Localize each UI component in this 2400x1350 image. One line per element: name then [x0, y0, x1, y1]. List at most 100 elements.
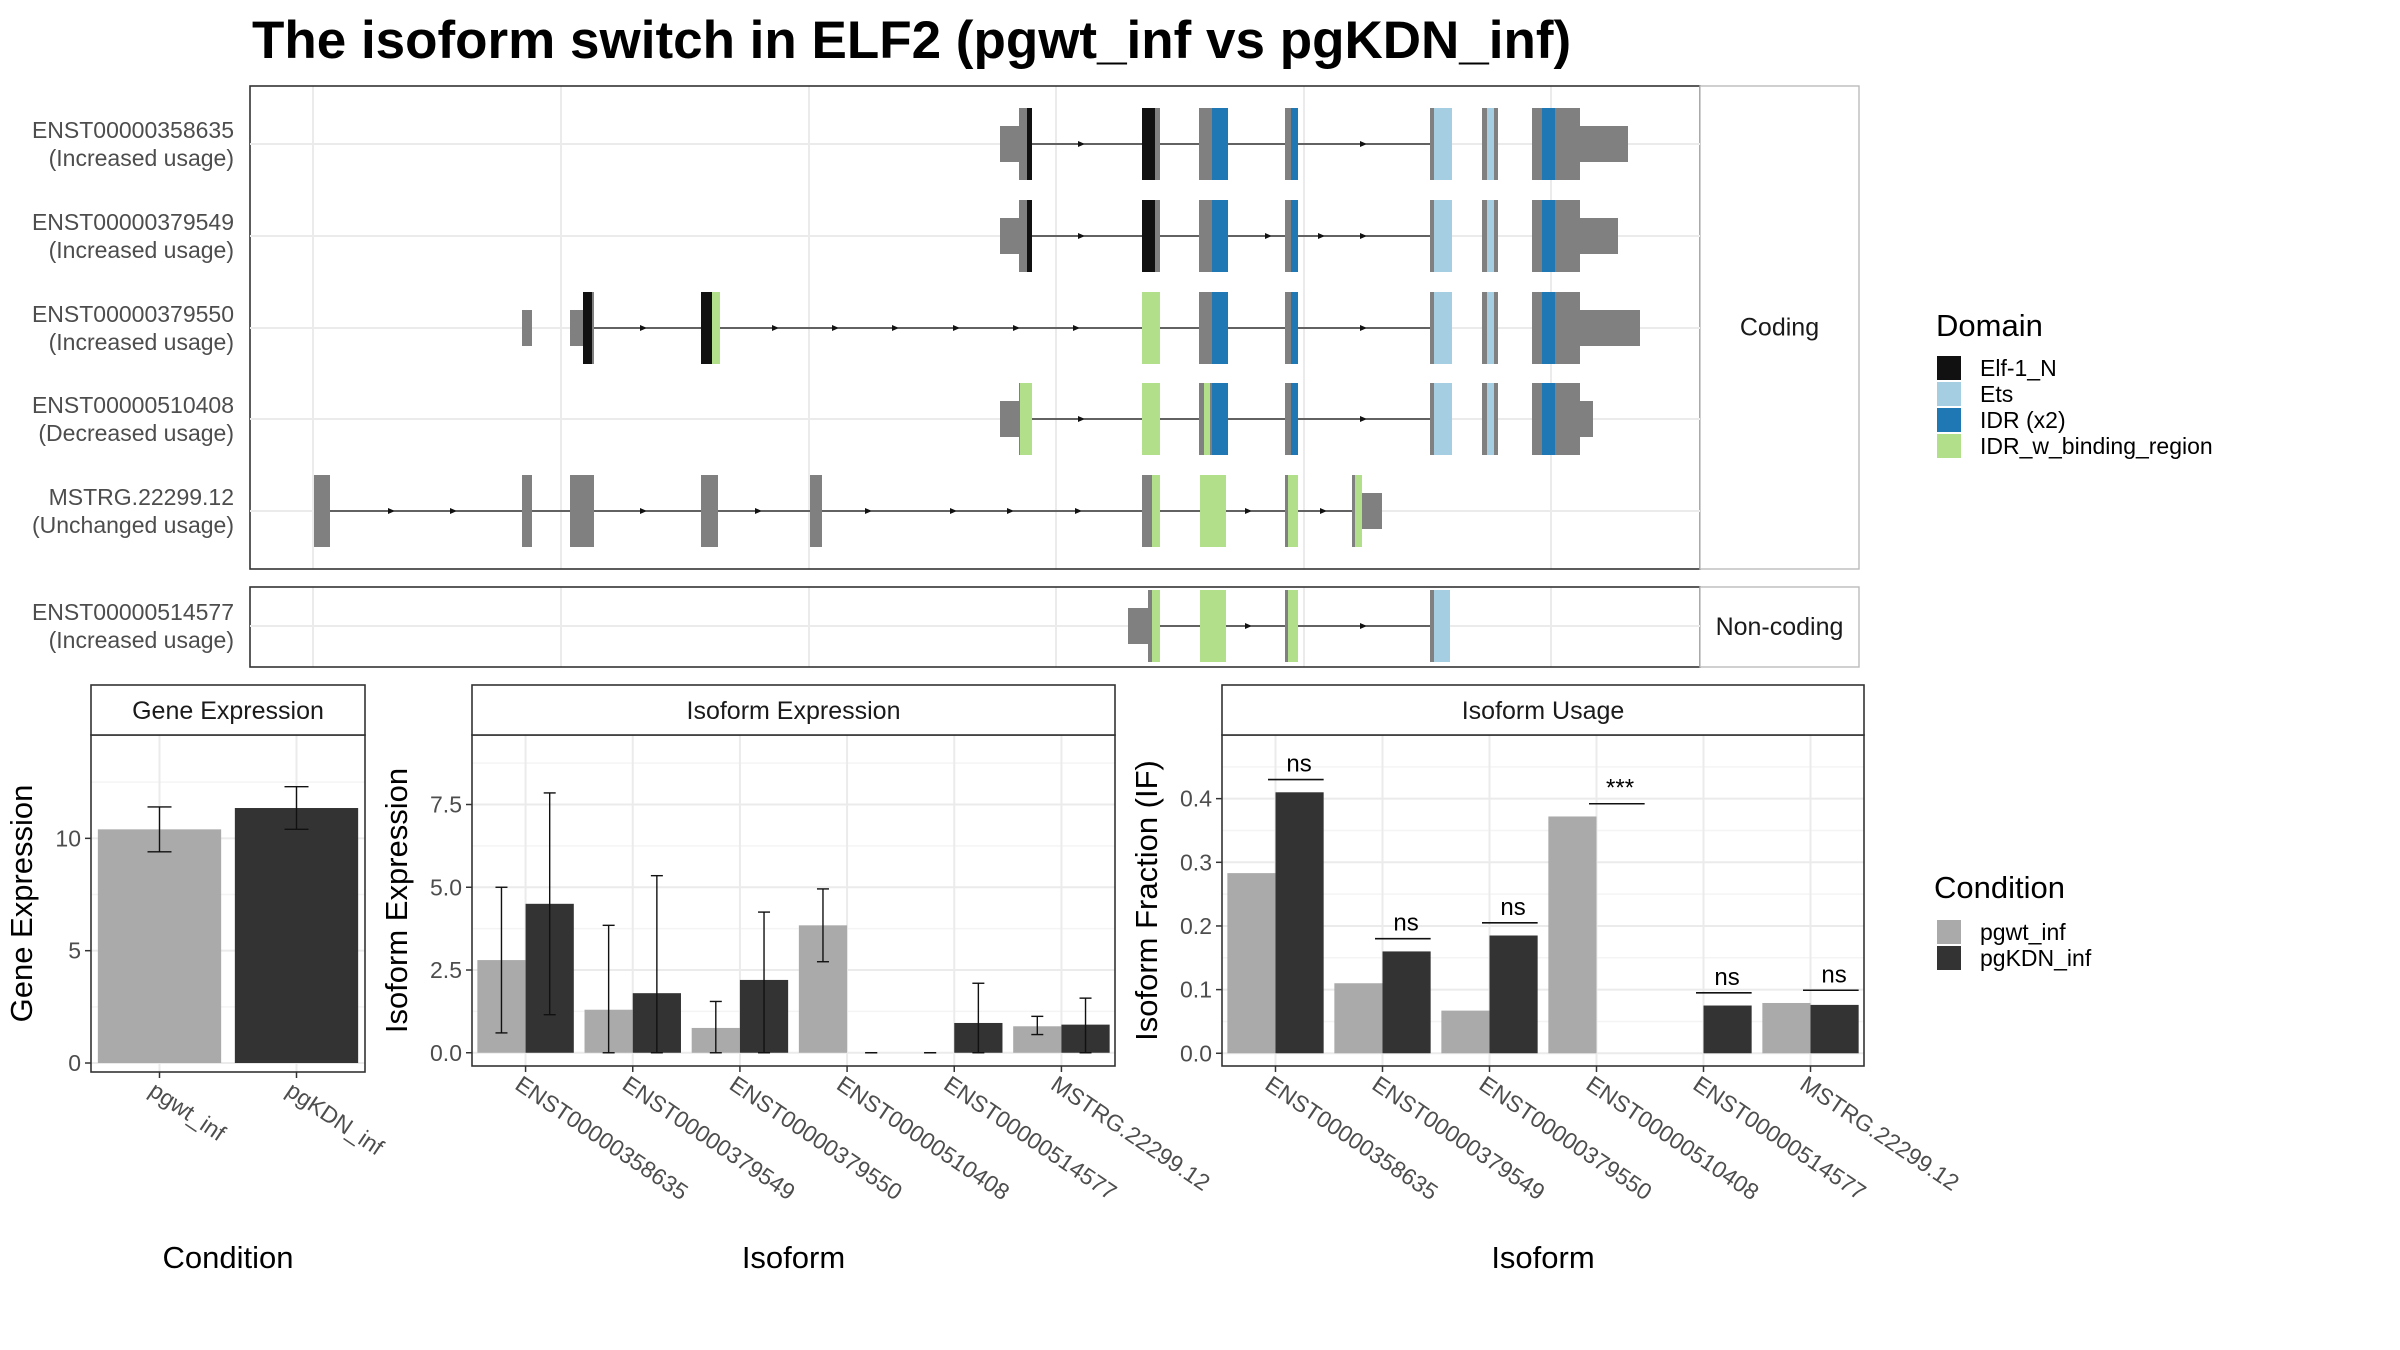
coding-exon — [522, 475, 532, 547]
domain-legend-key — [1937, 434, 1961, 458]
domain-segment — [1152, 590, 1160, 662]
coding-exon — [314, 475, 330, 547]
domain-segment — [1434, 590, 1450, 662]
intron-direction-arrow — [388, 508, 395, 514]
transcript-usage-label: (Increased usage) — [49, 329, 234, 355]
bar-mark — [1275, 792, 1324, 1054]
transcript-track: ENST00000514577(Increased usage) — [32, 590, 1700, 662]
x-tick-label: ENST00000379550 — [725, 1071, 907, 1206]
domain-segment — [1291, 200, 1298, 272]
y-tick-label: 10 — [55, 825, 81, 851]
domain-segment — [1434, 292, 1452, 364]
significance-label: ns — [1500, 894, 1525, 921]
transcript-usage-label: (Increased usage) — [49, 627, 234, 653]
transcript-usage-label: (Unchanged usage) — [32, 512, 234, 538]
bar-mark — [1227, 873, 1276, 1054]
utr-exon — [1575, 401, 1593, 437]
domain-segment — [1487, 200, 1494, 272]
x-tick-label: ENST00000514577 — [939, 1071, 1121, 1206]
bar-mark — [1441, 1010, 1490, 1054]
y-axis-title: Isoform Expression — [379, 768, 414, 1033]
utr-exon — [1575, 310, 1640, 346]
domain-segment — [712, 292, 720, 364]
domain-segment — [701, 292, 713, 364]
intron-direction-arrow — [1360, 416, 1367, 422]
utr-exon — [522, 310, 532, 346]
domain-segment — [1212, 108, 1228, 180]
chart-strip — [471, 684, 1116, 736]
error-bar — [495, 886, 508, 1034]
y-axis-title: Isoform Fraction (IF) — [1129, 760, 1164, 1041]
domain-segment — [1542, 200, 1555, 272]
coding-strip — [1699, 85, 1860, 570]
x-tick-label: ENST00000510408 — [832, 1071, 1014, 1206]
domain-legend-label: IDR (x2) — [1980, 407, 2066, 433]
x-tick-label: ENST00000358635 — [511, 1071, 693, 1206]
intron-direction-arrow — [640, 508, 647, 514]
significance-label: ns — [1821, 961, 1846, 988]
y-tick-label: 5.0 — [430, 874, 462, 900]
isoform-usage-chart: ns ns ns *** ns ns Isoform Usage 0.0 0.1 0.2 0.3 0.… — [1129, 684, 1964, 1275]
domain-legend-key — [1937, 356, 1961, 380]
error-bar — [650, 874, 663, 1054]
chart-strip — [1221, 684, 1865, 736]
error-bar — [602, 924, 615, 1054]
coding-exon — [1199, 292, 1215, 364]
domain-segment — [1487, 108, 1494, 180]
transcript-track: ENST00000379549(Increased usage) — [32, 200, 1700, 272]
x-tick-label: ENST00000514577 — [1689, 1071, 1871, 1206]
intron-direction-arrow — [772, 325, 779, 331]
coding-exon — [1199, 200, 1215, 272]
x-tick-label: pgKDN_inf — [282, 1077, 389, 1161]
domain-segment — [1142, 292, 1160, 364]
intron-direction-arrow — [1075, 508, 1082, 514]
intron-direction-arrow — [953, 325, 960, 331]
error-bar — [972, 982, 985, 1054]
intron-direction-arrow — [1320, 508, 1327, 514]
intron-direction-arrow — [640, 325, 647, 331]
intron-direction-arrow — [1245, 623, 1252, 629]
domain-segment — [1434, 200, 1452, 272]
intron-direction-arrow — [450, 508, 457, 514]
y-tick-label: 0.3 — [1180, 849, 1212, 875]
domain-segment — [1355, 475, 1362, 547]
error-bar — [758, 911, 771, 1054]
error-bar — [816, 888, 829, 963]
bar-mark — [1382, 951, 1431, 1054]
domain-segment — [1542, 292, 1555, 364]
intron-direction-arrow — [1245, 508, 1252, 514]
chart-plot-bg — [1222, 735, 1864, 1066]
intron-direction-arrow — [1360, 325, 1367, 331]
bar-mark — [1548, 816, 1597, 1054]
coding-exon — [1532, 200, 1580, 272]
domain-legend-label: Elf-1_N — [1980, 355, 2057, 381]
bar-mark — [97, 829, 222, 1064]
coding-exon — [1532, 383, 1580, 455]
domain-segment — [1291, 383, 1298, 455]
x-tick-label: ENST00000358635 — [1261, 1071, 1443, 1206]
domain-segment — [1291, 108, 1298, 180]
coding-exon — [570, 475, 594, 547]
domain-segment — [1487, 383, 1494, 455]
error-bar — [284, 785, 309, 831]
domain-segment — [1152, 475, 1160, 547]
domain-segment — [1434, 383, 1452, 455]
transcript-track: ENST00000358635(Increased usage) — [32, 108, 1700, 180]
domain-legend-key — [1937, 408, 1961, 432]
domain-segment — [1142, 200, 1155, 272]
condition-legend-label: pgKDN_inf — [1980, 945, 2092, 971]
intron-direction-arrow — [865, 508, 872, 514]
x-axis-title: Condition — [163, 1240, 294, 1275]
coding-strip-label: Coding — [1740, 314, 1819, 342]
coding-exon — [1532, 292, 1580, 364]
y-tick-label: 0 — [68, 1050, 81, 1076]
bar-mark — [1762, 1002, 1811, 1054]
bar-mark — [1810, 1004, 1859, 1054]
domain-segment — [1027, 108, 1032, 180]
significance-label: ns — [1286, 751, 1311, 778]
bar-mark — [1703, 1005, 1752, 1054]
domain-segment — [1200, 475, 1226, 547]
